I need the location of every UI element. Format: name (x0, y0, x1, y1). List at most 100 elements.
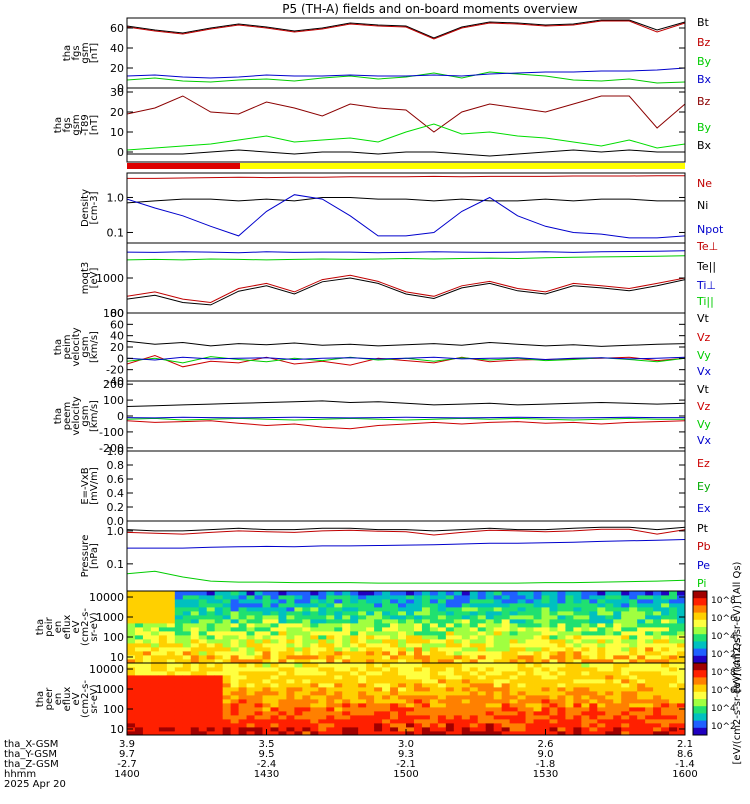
spectrogram-cell (310, 647, 319, 652)
spectrogram-cell (621, 703, 630, 708)
spectrogram-cell (597, 591, 606, 596)
spectrogram-cell (437, 731, 447, 736)
spectrogram-cell (286, 631, 295, 636)
spectrogram-cell (661, 695, 670, 700)
spectrogram-cell (127, 723, 136, 728)
spectrogram-cell (605, 711, 614, 716)
spectrogram-cell (541, 711, 550, 716)
spectrogram-cell (477, 635, 487, 640)
spectrogram-cell (342, 683, 351, 688)
spectrogram-cell (198, 623, 208, 628)
spectrogram-cell (190, 679, 200, 684)
spectrogram-cell (350, 719, 359, 724)
spectrogram-cell (134, 695, 144, 700)
spectrogram-cell (645, 667, 654, 672)
spectrogram-cell (413, 667, 423, 672)
spectrogram-cell (326, 623, 335, 628)
spectrogram-cell (238, 619, 247, 624)
spectrogram-cell (509, 627, 518, 632)
spectrogram-cell (294, 651, 303, 656)
spectrogram-cell (453, 659, 463, 664)
spectrogram-cell (669, 723, 678, 728)
spectrogram-cell (605, 655, 614, 660)
spectrogram-cell (437, 667, 447, 672)
spectrogram-cell (517, 651, 526, 656)
spectrogram-cell (485, 703, 495, 708)
spectrogram-cell (669, 719, 678, 724)
legend-entry: Pb (697, 540, 711, 553)
spectrogram-cell (453, 651, 463, 656)
spectrogram-cell (374, 727, 383, 732)
spectrogram-cell (190, 715, 200, 720)
spectrogram-cell (127, 647, 136, 652)
spectrogram-cell (310, 591, 319, 596)
spectrogram-cell (190, 703, 200, 708)
spectrogram-cell (318, 711, 327, 716)
spectrogram-cell (350, 619, 359, 624)
spectrogram-cell (565, 619, 574, 624)
spectrogram-cell (134, 703, 144, 708)
spectrogram-cell (493, 719, 503, 724)
spectrogram-cell (270, 667, 279, 672)
spectrogram-cell (581, 607, 590, 612)
spectrogram-cell (437, 595, 447, 600)
spectrogram-cell (150, 591, 160, 596)
spectrogram-cell (557, 619, 566, 624)
spectrogram-cell (581, 643, 590, 648)
spectrogram-cell (350, 675, 359, 680)
spectrogram-cell (390, 683, 399, 688)
spectrogram-cell (445, 687, 455, 692)
spectrogram-cell (310, 727, 319, 732)
spectrogram-cell (230, 659, 239, 664)
spectrogram-cell (310, 595, 319, 600)
spectrogram-cell (557, 679, 566, 684)
spectrogram-cell (142, 607, 152, 612)
legend-entry: Bx (697, 73, 712, 86)
legend-entry: Vz (697, 331, 711, 344)
spectrogram-cell (366, 639, 375, 644)
spectrogram-cell (334, 667, 343, 672)
spectrogram-cell (398, 615, 407, 620)
spectrogram-cell (318, 675, 327, 680)
spectrogram-cell (565, 723, 574, 728)
spectrogram-cell (557, 707, 566, 712)
spectrogram-cell (318, 687, 327, 692)
spectrogram-cell (350, 635, 359, 640)
y-axis-label: peir (44, 616, 55, 636)
spectrogram-cell (350, 695, 359, 700)
spectrogram-cell (374, 723, 383, 728)
spectrogram-cell (302, 691, 311, 696)
spectrogram-cell (429, 659, 439, 664)
spectrogram-cell (437, 639, 447, 644)
spectrogram-cell (549, 731, 558, 736)
spectrogram-cell (661, 595, 670, 600)
spectrogram-cell (517, 607, 526, 612)
spectrogram-cell (413, 687, 423, 692)
spectrogram-cell (302, 651, 311, 656)
spectrogram-cell (613, 595, 622, 600)
spectrogram-cell (453, 623, 463, 628)
spectrogram-cell (150, 679, 160, 684)
spectrogram-cell (342, 631, 351, 636)
spectrogram-cell (637, 723, 646, 728)
spectrogram-cell (286, 591, 295, 596)
spectrogram-cell (661, 707, 670, 712)
spectrogram-cell (166, 663, 176, 668)
spectrogram-cell (198, 627, 208, 632)
y-tick-label: 0.8 (107, 459, 125, 472)
spectrogram-cell (406, 723, 415, 728)
spectrogram-cell (358, 651, 367, 656)
spectrogram-cell (254, 635, 263, 640)
spectrogram-cell (190, 719, 200, 724)
spectrogram-cell (262, 619, 271, 624)
spectrogram-cell (142, 691, 152, 696)
spectrogram-cell (382, 695, 391, 700)
spectrogram-cell (637, 635, 646, 640)
spectrogram-cell (214, 623, 224, 628)
spectrogram-cell (294, 643, 303, 648)
spectrogram-cell (262, 635, 271, 640)
spectrogram-cell (485, 687, 495, 692)
spectrogram-cell (278, 671, 287, 676)
spectrogram-cell (645, 615, 654, 620)
